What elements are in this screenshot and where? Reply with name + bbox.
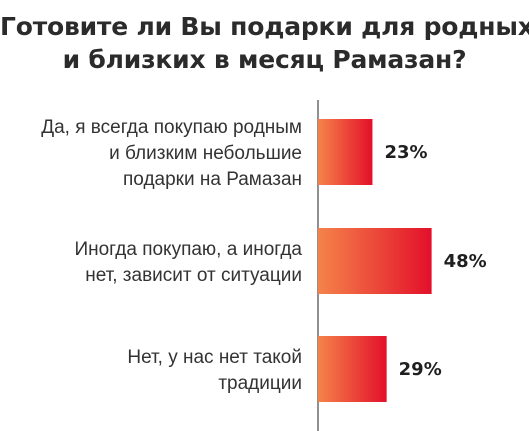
chart-title-line-1: Готовите ли Вы подарки для родных: [0, 12, 529, 41]
category-label-1-line-2: и близким небольшие: [109, 143, 302, 164]
category-label-3-line-2: традиции: [218, 373, 302, 394]
bar-1: [318, 119, 373, 185]
category-label-1-line-1: Да, я всегда покупаю родным: [41, 117, 302, 138]
category-label-1-line-3: подарки на Рамазан: [123, 169, 302, 190]
bar-3: [318, 336, 387, 402]
category-label-3-line-1: Нет, у нас нет такой: [127, 347, 302, 368]
value-label-1: 23%: [384, 142, 427, 163]
value-label-3: 29%: [399, 359, 442, 380]
chart-title: Готовите ли Вы подарки для родных и близ…: [0, 10, 529, 76]
plot-area: 23% Да, я всегда покупаю родным и близким …: [41, 100, 487, 431]
category-label-2-line-1: Иногда покупаю, а иногда: [74, 239, 302, 260]
category-label-2: Иногда покупаю, а иногда нет, зависит от …: [74, 239, 302, 286]
chart-title-line-2: и близких в месяц Рамазан?: [62, 45, 467, 74]
category-label-2-line-2: нет, зависит от ситуации: [85, 265, 302, 286]
category-label-1: Да, я всегда покупаю родным и близким неб…: [41, 117, 302, 190]
value-label-2: 48%: [444, 251, 487, 272]
category-label-3: Нет, у нас нет такой традиции: [127, 347, 302, 394]
bar-2: [318, 228, 432, 294]
